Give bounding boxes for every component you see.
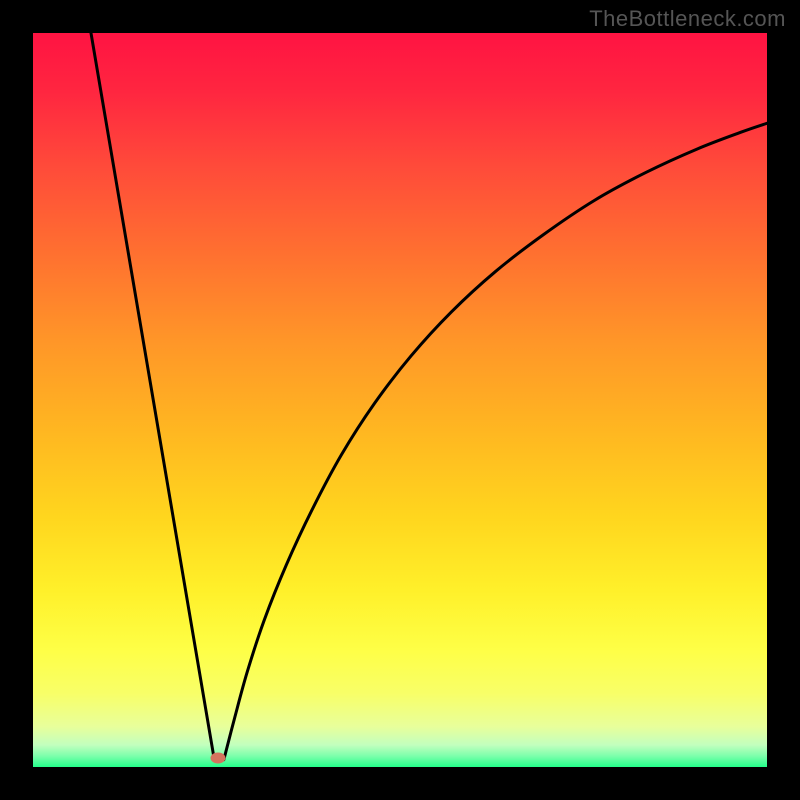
chart-frame: TheBottleneck.com — [0, 0, 800, 800]
minimum-marker — [210, 753, 225, 764]
plot-area — [33, 33, 767, 767]
bottleneck-curve — [33, 33, 767, 767]
watermark-text: TheBottleneck.com — [589, 6, 786, 32]
